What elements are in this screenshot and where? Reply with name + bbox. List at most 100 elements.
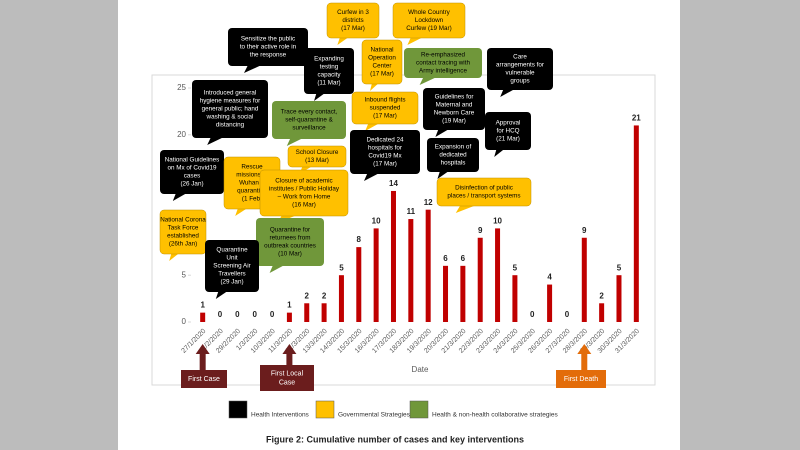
callout-tail bbox=[500, 89, 515, 97]
bar bbox=[512, 275, 518, 322]
data-label: 12 bbox=[424, 198, 433, 207]
x-axis-title: Date bbox=[412, 365, 429, 374]
y-tick-label: 20 bbox=[177, 130, 186, 139]
callout-tail bbox=[169, 253, 180, 261]
callout-text: returnees from bbox=[270, 235, 311, 242]
bar bbox=[286, 312, 292, 322]
callout-text: (26th Jan) bbox=[169, 241, 197, 248]
callout-text: Maternal and bbox=[436, 102, 473, 109]
callout-text: Closure of academic bbox=[275, 178, 332, 185]
callout-text: Rescue bbox=[241, 164, 263, 171]
callout-text: Screening Air bbox=[213, 263, 250, 270]
callout-tail bbox=[172, 193, 187, 201]
data-label: 4 bbox=[547, 273, 552, 282]
callout-text: (29 Jan) bbox=[220, 279, 243, 286]
y-tick-label: 5 bbox=[182, 270, 187, 279]
chart-border bbox=[151, 74, 656, 386]
callout-text: (26 Jan) bbox=[180, 181, 203, 188]
y-tick-label: 0 bbox=[182, 317, 187, 326]
data-label: 2 bbox=[322, 291, 327, 300]
callout-tail bbox=[370, 83, 379, 91]
callout-text: Whole Country bbox=[408, 9, 450, 16]
callout-tail bbox=[286, 138, 304, 146]
bar bbox=[599, 303, 605, 322]
event-label: First Case bbox=[188, 376, 220, 383]
callout-text: (17 Mar) bbox=[341, 25, 365, 32]
data-label: 5 bbox=[617, 263, 622, 272]
legend-swatch bbox=[409, 400, 429, 419]
callout-text: (1 Feb) bbox=[242, 196, 262, 203]
callout-text: contact tracing with bbox=[416, 60, 470, 67]
callout-text: Expanding bbox=[314, 56, 344, 63]
callout-text: Army intelligence bbox=[419, 68, 467, 75]
event-label: First Local bbox=[271, 370, 304, 377]
data-label: 11 bbox=[407, 207, 416, 216]
callout-tail bbox=[437, 171, 449, 179]
callout-text: Operation bbox=[368, 55, 396, 62]
callout-text: arrangements for bbox=[496, 62, 544, 69]
callout-text: Dedicated 24 bbox=[366, 137, 404, 144]
data-label: 9 bbox=[582, 226, 587, 235]
callout-text: Trace every contact, bbox=[281, 109, 338, 116]
callout-text: (17 Mar) bbox=[370, 71, 394, 78]
data-label: 6 bbox=[461, 254, 466, 263]
callout-tail bbox=[435, 129, 450, 137]
event-label: First Death bbox=[564, 376, 598, 383]
callout-box bbox=[361, 39, 403, 85]
callout-text: capacity bbox=[317, 72, 341, 79]
callout-box bbox=[404, 48, 482, 78]
callout-tail bbox=[365, 123, 380, 131]
callout-tail bbox=[244, 65, 262, 73]
callout-text: Task Force bbox=[168, 225, 199, 232]
callout-text: (21 Mar) bbox=[496, 136, 520, 143]
callout-text: National Corona bbox=[160, 217, 206, 224]
callout-text: dedicated bbox=[439, 152, 467, 159]
callout-text: Sensitize the public bbox=[241, 36, 295, 43]
callout-box bbox=[351, 91, 419, 125]
data-label: 2 bbox=[305, 291, 310, 300]
event-arrow bbox=[195, 344, 210, 370]
callout-text: Unit bbox=[226, 255, 237, 262]
callout-text: washing & social bbox=[206, 114, 254, 121]
callout-text: missions to bbox=[236, 172, 268, 179]
data-label: 1 bbox=[287, 301, 292, 310]
callout-box bbox=[287, 145, 347, 168]
legend-label: Health & non-health collaborative strate… bbox=[432, 412, 558, 419]
callout-text: cases bbox=[184, 173, 200, 180]
callout-tail bbox=[455, 205, 477, 213]
bar bbox=[633, 125, 639, 322]
bar bbox=[408, 219, 414, 322]
callout-text: established bbox=[167, 233, 199, 240]
data-label: 0 bbox=[218, 310, 223, 319]
callout-text: surveillance bbox=[292, 125, 326, 132]
callout-text: Expansion of bbox=[435, 144, 472, 151]
callout-text: Covid19 Mx bbox=[368, 153, 402, 160]
bar bbox=[390, 190, 396, 322]
callout-text: hygiene measures for bbox=[200, 98, 261, 105]
bar bbox=[495, 228, 501, 322]
callout-text: Quarantine for bbox=[270, 227, 310, 234]
callout-text: (10 Mar) bbox=[278, 251, 302, 258]
callout-tail bbox=[235, 208, 248, 216]
callout-text: districts bbox=[342, 17, 363, 24]
callout-text: groups bbox=[510, 78, 529, 85]
callout-text: Guidelines for bbox=[435, 94, 474, 101]
callout-box bbox=[259, 169, 349, 217]
callout-box bbox=[256, 218, 324, 266]
callout-tail bbox=[337, 37, 349, 45]
data-label: 1 bbox=[200, 301, 205, 310]
data-label: 0 bbox=[565, 310, 570, 319]
event-arrow bbox=[282, 344, 297, 365]
callout-text: distancing bbox=[216, 122, 245, 129]
data-label: 5 bbox=[339, 263, 344, 272]
legend-label: Governmental Strategies bbox=[338, 412, 411, 419]
callout-box bbox=[485, 112, 531, 150]
callout-box bbox=[192, 80, 268, 138]
callout-box bbox=[487, 48, 553, 90]
callout-text: the response bbox=[250, 52, 287, 59]
callout-text: National Guidelines bbox=[165, 157, 220, 164]
callout-box bbox=[228, 28, 308, 66]
callout-tail bbox=[494, 149, 505, 157]
callout-box bbox=[205, 240, 259, 292]
event-box bbox=[556, 370, 606, 388]
